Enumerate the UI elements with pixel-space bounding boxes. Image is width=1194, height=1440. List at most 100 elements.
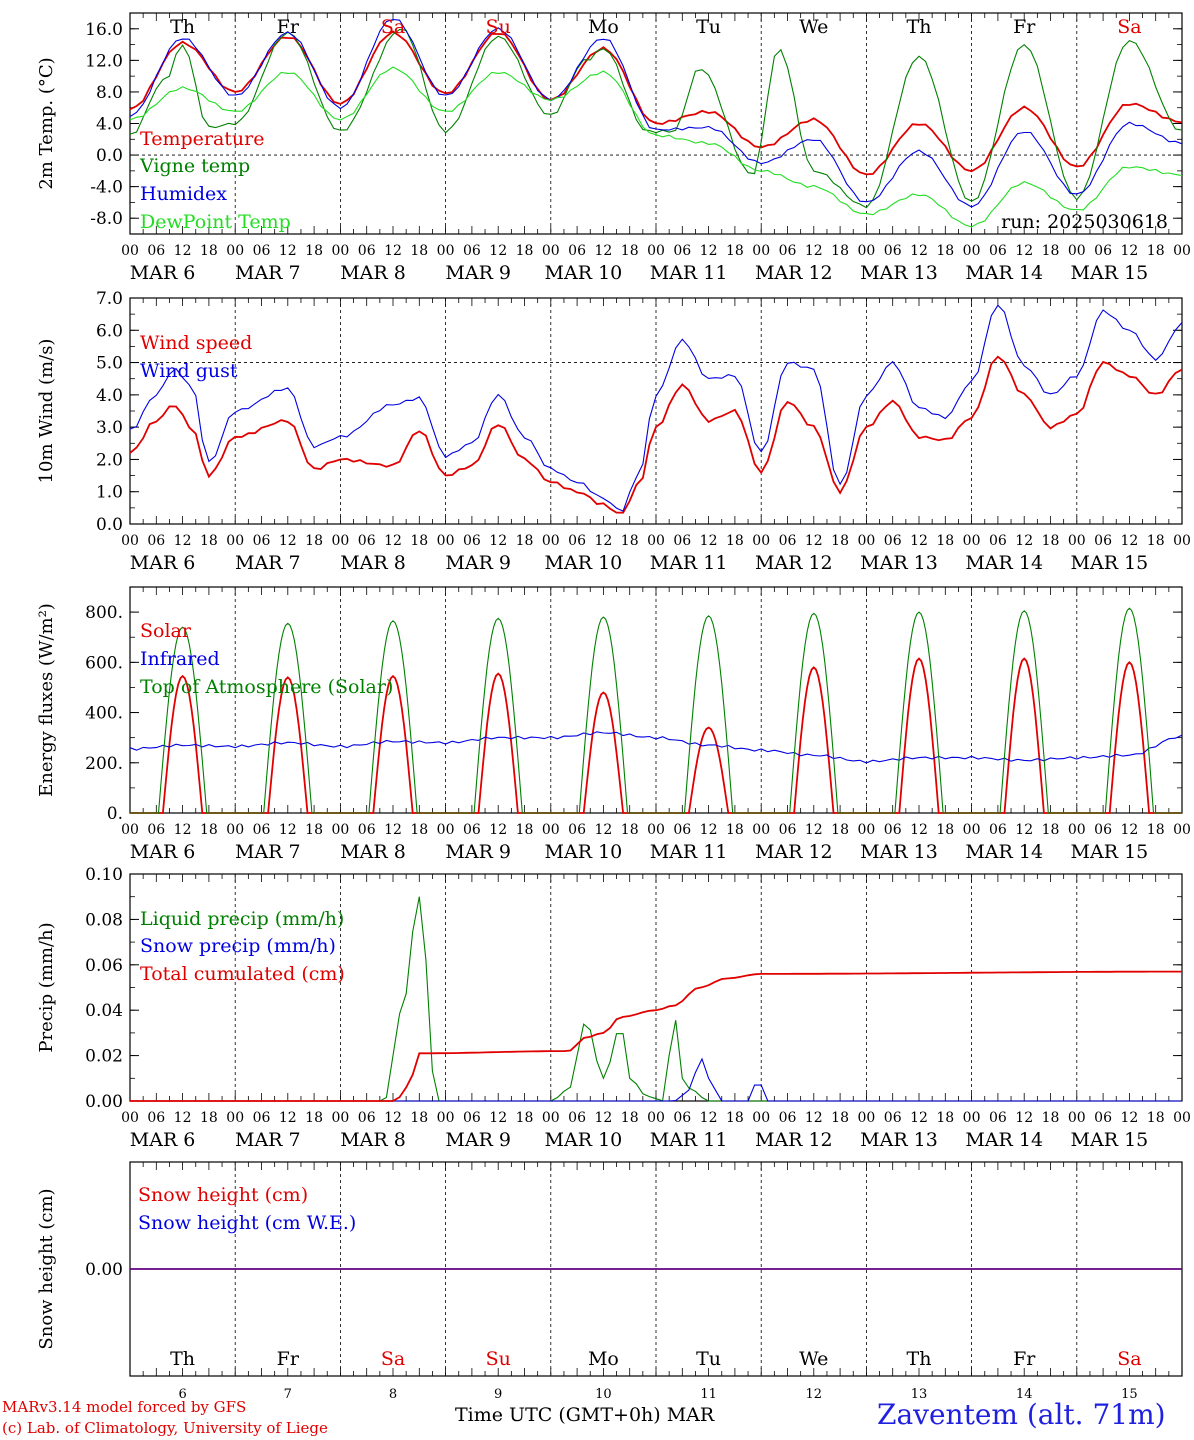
- energy-legend-entry: Infrared: [140, 648, 220, 670]
- energy-hour-label: 12: [489, 822, 507, 838]
- wind-hour-label: 12: [489, 533, 507, 549]
- wind-date-label: MAR 7: [235, 552, 301, 574]
- wind-hour-label: 06: [568, 533, 586, 549]
- temp-date-label: MAR 11: [650, 262, 728, 284]
- wind-hour-label: 18: [1042, 533, 1060, 549]
- precip-date-label: MAR 11: [650, 1129, 728, 1151]
- precip-hour-label: 00: [121, 1110, 139, 1126]
- temp-date-label: MAR 12: [755, 262, 833, 284]
- energy-hour-label: 18: [936, 822, 954, 838]
- energy-hour-label: 00: [331, 822, 349, 838]
- precip-hour-label: 18: [410, 1110, 428, 1126]
- temp-y-tick-label: 0.0: [96, 146, 123, 166]
- energy-hour-label: 06: [884, 822, 902, 838]
- energy-y-tick-label: 0.: [107, 804, 123, 824]
- day-number: 15: [1121, 1387, 1138, 1402]
- precip-date-label: MAR 14: [965, 1129, 1043, 1151]
- energy-date-label: MAR 14: [965, 841, 1043, 863]
- temp-hour-label: 00: [1068, 243, 1086, 259]
- temp-hour-label: 00: [121, 243, 139, 259]
- temp-hour-label: 06: [884, 243, 902, 259]
- temp-hour-label: 18: [1147, 243, 1165, 259]
- wind-hour-label: 06: [463, 533, 481, 549]
- precip-hour-label: 00: [857, 1110, 875, 1126]
- precip-hour-label: 00: [542, 1110, 560, 1126]
- energy-hour-label: 18: [726, 822, 744, 838]
- day-name-bottom: Th: [907, 1348, 932, 1370]
- wind-hour-label: 18: [305, 533, 323, 549]
- wind-date-label: MAR 11: [650, 552, 728, 574]
- wind-y-tick-label: 2.0: [96, 450, 123, 470]
- temp-hour-label: 06: [673, 243, 691, 259]
- precip-legend-entry: Snow precip (mm/h): [140, 935, 336, 957]
- temp-date-label: MAR 15: [1071, 262, 1149, 284]
- wind-legend-entry: Wind gust: [140, 360, 238, 382]
- day-name-top: We: [799, 16, 828, 38]
- energy-series-line-top-of-atmosphere-solar-: [130, 607, 1182, 814]
- energy-hour-label: 06: [568, 822, 586, 838]
- temp-y-tick-label: 8.0: [96, 83, 123, 103]
- temp-hour-label: 00: [437, 243, 455, 259]
- wind-legend-entry: Wind speed: [140, 332, 252, 354]
- precip-hour-label: 06: [779, 1110, 797, 1126]
- temp-hour-label: 18: [516, 243, 534, 259]
- temp-hour-label: 12: [594, 243, 612, 259]
- precip-y-axis-label: Precip (mm/h): [36, 922, 57, 1052]
- energy-hour-label: 12: [279, 822, 297, 838]
- wind-series-line-wind-gust: [129, 304, 1183, 512]
- energy-hour-label: 12: [594, 822, 612, 838]
- precip-hour-label: 18: [200, 1110, 218, 1126]
- wind-hour-label: 00: [437, 533, 455, 549]
- energy-hour-label: 06: [147, 822, 165, 838]
- precip-hour-label: 00: [331, 1110, 349, 1126]
- energy-hour-label: 12: [174, 822, 192, 838]
- wind-hour-label: 18: [1147, 533, 1165, 549]
- precip-hour-label: 12: [700, 1110, 718, 1126]
- energy-hour-label: 06: [779, 822, 797, 838]
- temp-hour-label: 12: [1120, 243, 1138, 259]
- temp-hour-label: 12: [384, 243, 402, 259]
- precip-hour-label: 00: [752, 1110, 770, 1126]
- wind-hour-label: 12: [384, 533, 402, 549]
- temp-date-label: MAR 14: [965, 262, 1043, 284]
- precip-legend-entry: Liquid precip (mm/h): [140, 908, 344, 930]
- temp-hour-label: 12: [174, 243, 192, 259]
- wind-hour-label: 00: [121, 533, 139, 549]
- day-name-bottom: Fr: [1013, 1348, 1036, 1370]
- snow-legend-entry: Snow height (cm W.E.): [138, 1212, 356, 1234]
- temp-hour-label: 00: [647, 243, 665, 259]
- day-name-top: Sa: [381, 16, 405, 38]
- wind-hour-label: 06: [779, 533, 797, 549]
- wind-hour-label: 12: [594, 533, 612, 549]
- day-name-top: Sa: [1117, 16, 1141, 38]
- precip-hour-label: 06: [1094, 1110, 1112, 1126]
- precip-hour-label: 18: [305, 1110, 323, 1126]
- energy-hour-label: 12: [1120, 822, 1138, 838]
- wind-date-label: MAR 15: [1071, 552, 1149, 574]
- precip-hour-label: 06: [147, 1110, 165, 1126]
- precip-series-line-total-cumulated-cm-: [130, 970, 1182, 1102]
- wind-hour-label: 12: [1015, 533, 1033, 549]
- energy-hour-label: 00: [542, 822, 560, 838]
- energy-hour-label: 18: [516, 822, 534, 838]
- temp-date-label: MAR 8: [340, 262, 406, 284]
- precip-hour-label: 12: [910, 1110, 928, 1126]
- precip-hour-label: 00: [1068, 1110, 1086, 1126]
- day-number: 8: [389, 1387, 397, 1402]
- day-name-bottom: Sa: [381, 1348, 405, 1370]
- temp-hour-label: 12: [279, 243, 297, 259]
- energy-hour-label: 18: [1042, 822, 1060, 838]
- temp-hour-label: 00: [542, 243, 560, 259]
- day-name-bottom: We: [799, 1348, 828, 1370]
- wind-hour-label: 00: [226, 533, 244, 549]
- precip-hour-label: 12: [384, 1110, 402, 1126]
- energy-hour-label: 18: [621, 822, 639, 838]
- temp-hour-label: 18: [305, 243, 323, 259]
- temp-hour-label: 06: [147, 243, 165, 259]
- day-name-bottom: Mo: [588, 1348, 619, 1370]
- energy-hour-label: 06: [358, 822, 376, 838]
- temp-hour-label: 18: [726, 243, 744, 259]
- temp-hour-label: 18: [936, 243, 954, 259]
- temp-legend-entry: Humidex: [140, 183, 227, 205]
- precip-hour-label: 12: [174, 1110, 192, 1126]
